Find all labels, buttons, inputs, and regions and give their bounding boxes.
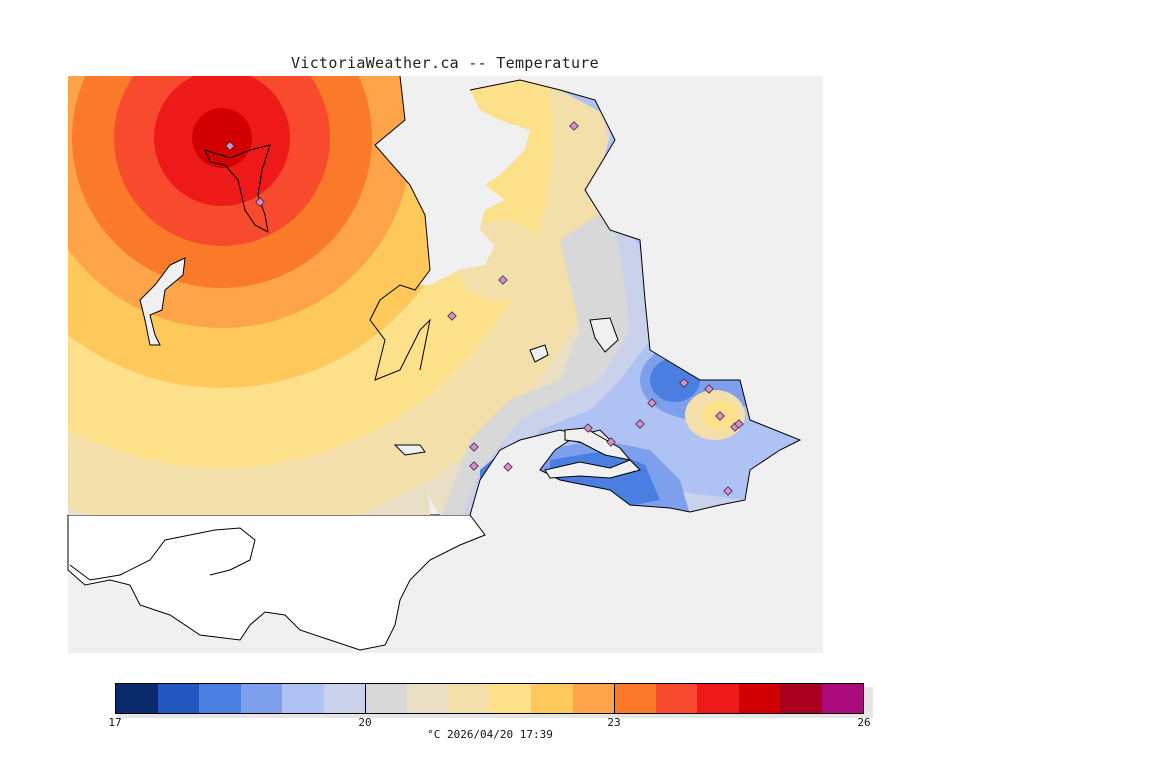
station-marker[interactable]: [679, 378, 689, 388]
temperature-field: [68, 76, 800, 515]
colorbar-tick-line: [614, 683, 615, 714]
colorbar-swatch: [738, 684, 780, 713]
colorbar-tick-label: 23: [607, 716, 621, 729]
station-marker[interactable]: [715, 411, 725, 421]
lake-north: [204, 144, 271, 233]
colorbar-swatch: [323, 684, 365, 713]
station-markers: [225, 121, 744, 496]
station-marker[interactable]: [225, 141, 235, 151]
station-marker[interactable]: [647, 398, 657, 408]
station-marker[interactable]: [583, 423, 593, 433]
colorbar-swatch: [780, 684, 822, 713]
colorbar-swatch: [655, 684, 697, 713]
colorbar: [115, 683, 864, 714]
lake-west: [139, 257, 186, 346]
island-inner: [589, 317, 619, 353]
station-marker[interactable]: [498, 275, 508, 285]
colorbar-swatch: [199, 684, 241, 713]
colorbar-swatch: [116, 684, 158, 713]
station-marker[interactable]: [704, 384, 714, 394]
colorbar-swatch: [614, 684, 656, 713]
station-marker[interactable]: [606, 437, 616, 447]
southern-coastline: [69, 527, 256, 581]
colorbar-tick-line: [365, 683, 366, 714]
harbour-inlet: [544, 459, 641, 479]
station-marker[interactable]: [734, 419, 744, 429]
colorbar-swatch: [240, 684, 282, 713]
colorbar-swatch: [489, 684, 531, 713]
station-marker[interactable]: [723, 486, 733, 496]
colorbar-swatch: [697, 684, 739, 713]
station-marker[interactable]: [469, 442, 479, 452]
island-inner-2: [529, 344, 549, 363]
colorbar-tick-label: 20: [358, 716, 372, 729]
harbour-inlet-2: [564, 427, 632, 461]
colorbar-swatch: [572, 684, 614, 713]
colorbar-tick-label: 26: [857, 716, 871, 729]
station-marker[interactable]: [469, 461, 479, 471]
station-marker[interactable]: [569, 121, 579, 131]
colorbar-swatch: [365, 684, 407, 713]
colorbar-tick-label: 17: [108, 716, 122, 729]
colorbar-swatch: [448, 684, 490, 713]
station-marker[interactable]: [635, 419, 645, 429]
colorbar-swatch: [406, 684, 448, 713]
station-marker[interactable]: [447, 311, 457, 321]
southern-landmass: [67, 514, 486, 651]
colorbar-swatch: [282, 684, 324, 713]
station-marker[interactable]: [255, 197, 265, 207]
map-title: VictoriaWeather.ca -- Temperature: [291, 54, 599, 72]
units-timestamp-label: °C 2026/04/20 17:39: [427, 728, 553, 741]
island-small: [393, 444, 426, 456]
coastline-west: [369, 75, 431, 381]
station-marker[interactable]: [503, 462, 513, 472]
colorbar-swatch: [821, 684, 863, 713]
colorbar-swatch: [531, 684, 573, 713]
colorbar-swatch: [157, 684, 199, 713]
